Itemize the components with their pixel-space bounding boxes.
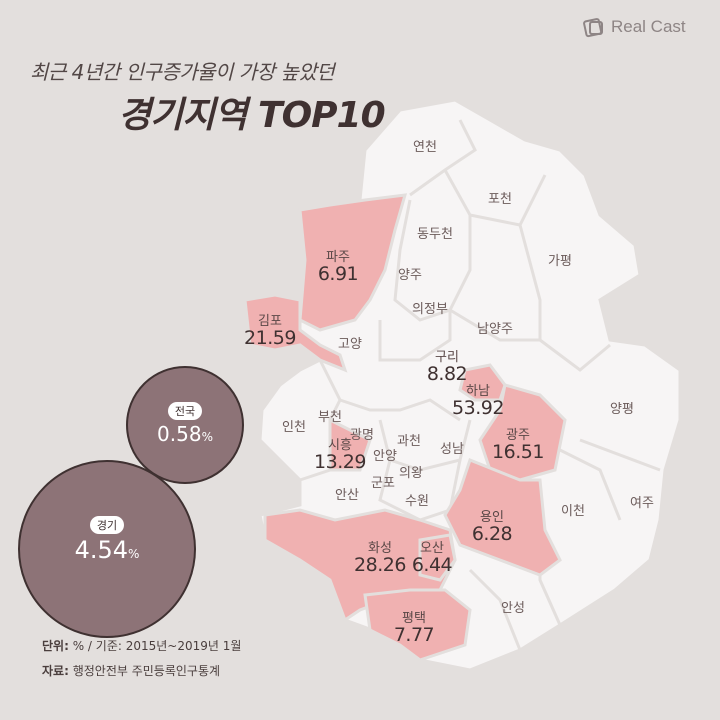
page-title: 경기지역 TOP10 xyxy=(118,95,386,136)
region-label: 여주 xyxy=(630,496,654,511)
top10-label-gimpo: 김포 21.59 xyxy=(244,314,296,349)
region-label: 의정부 xyxy=(412,302,448,317)
region-label: 양평 xyxy=(610,402,634,417)
region-label: 군포 xyxy=(371,476,395,491)
region-pyeongtaek-shape xyxy=(363,588,472,662)
region-label: 동두천 xyxy=(417,227,453,242)
top10-label-osan: 오산 6.44 xyxy=(411,541,453,576)
region-label: 인천 xyxy=(282,420,306,435)
top10-label-paju: 파주 6.91 xyxy=(317,250,359,285)
region-label: 안양 xyxy=(373,449,397,464)
gyeonggi-rate-bubble: 경기 4.54% xyxy=(18,460,196,638)
national-rate-value: 0.58% xyxy=(157,422,213,446)
region-label: 가평 xyxy=(548,254,572,269)
top10-label-hwaseong: 화성 28.26 xyxy=(354,541,406,576)
region-osan-shape xyxy=(418,533,457,582)
national-tag: 전국 xyxy=(167,402,203,420)
region-label: 안성 xyxy=(501,601,525,616)
top10-regions xyxy=(243,193,567,662)
top10-label-pyeongtaek: 평택 7.77 xyxy=(393,611,435,646)
region-label: 고양 xyxy=(338,337,362,352)
brand-logo: Real Cast xyxy=(583,16,686,38)
subtitle: 최근 4년간 인구증가율이 가장 높았던 xyxy=(30,60,335,84)
national-rate-bubble: 전국 0.58% xyxy=(126,366,244,484)
region-label: 수원 xyxy=(405,494,429,509)
region-label: 남양주 xyxy=(477,322,513,337)
region-label: 광명 xyxy=(350,428,374,443)
region-label: 포천 xyxy=(488,192,512,207)
region-label: 안산 xyxy=(335,488,359,503)
top10-label-gwangju: 광주 16.51 xyxy=(492,428,544,463)
region-label: 성남 xyxy=(440,442,464,457)
top10-label-siheung: 시흥 13.29 xyxy=(314,438,366,473)
region-gimpo-shape xyxy=(243,293,348,373)
region-label: 연천 xyxy=(413,140,437,155)
top10-label-hanam: 하남 53.92 xyxy=(452,384,504,419)
real-cast-logo-icon xyxy=(583,18,603,38)
brand-name: Real Cast xyxy=(611,17,686,36)
region-label: 과천 xyxy=(397,434,421,449)
region-label: 의왕 xyxy=(399,466,423,481)
region-siheung-shape xyxy=(328,417,372,472)
gyeonggi-rate-value: 4.54% xyxy=(74,536,140,564)
region-label: 이천 xyxy=(561,504,585,519)
region-label: 양주 xyxy=(398,268,422,283)
top10-label-guri: 구리 8.82 xyxy=(426,350,468,385)
footer-unit: 단위: % / 기준: 2015년~2019년 1월 xyxy=(42,639,242,653)
region-yongin-shape xyxy=(443,458,562,577)
footer-source: 자료: 행정안전부 주민등록인구통계 xyxy=(42,664,221,678)
top10-label-yongin: 용인 6.28 xyxy=(471,510,513,545)
region-label: 부천 xyxy=(318,410,342,425)
region-hanam-shape xyxy=(458,363,507,402)
gyeonggi-tag: 경기 xyxy=(89,516,125,534)
